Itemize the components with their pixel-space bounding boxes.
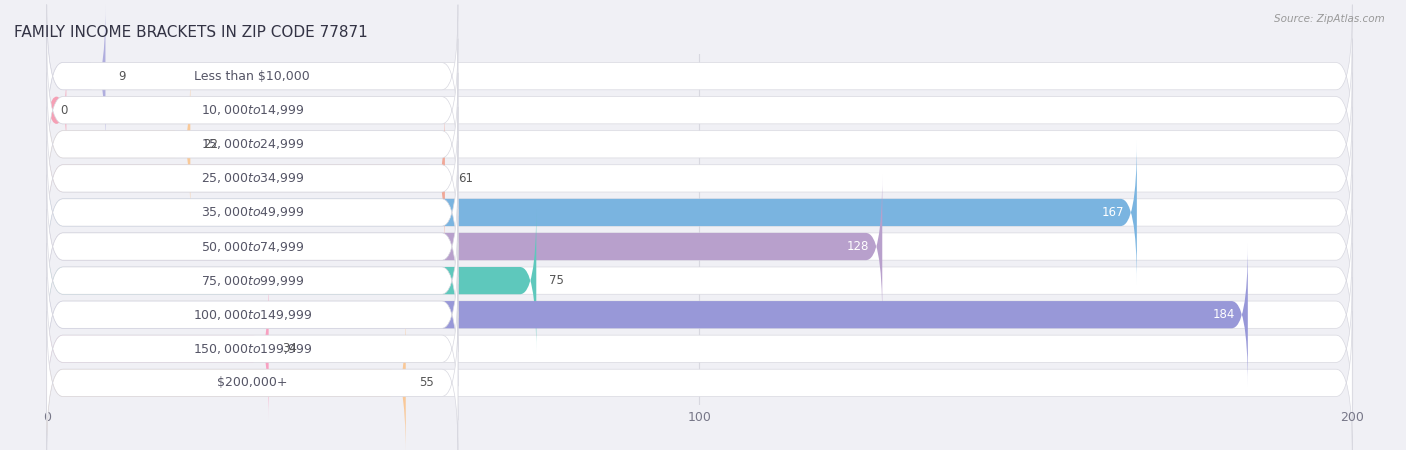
FancyBboxPatch shape — [46, 141, 1137, 284]
Text: 34: 34 — [281, 342, 297, 355]
FancyBboxPatch shape — [46, 243, 458, 386]
Text: $50,000 to $74,999: $50,000 to $74,999 — [201, 239, 304, 253]
Text: $25,000 to $34,999: $25,000 to $34,999 — [201, 171, 304, 185]
Text: 128: 128 — [846, 240, 869, 253]
FancyBboxPatch shape — [46, 311, 458, 450]
FancyBboxPatch shape — [46, 243, 1353, 386]
Text: $10,000 to $14,999: $10,000 to $14,999 — [201, 103, 304, 117]
Text: 61: 61 — [458, 172, 472, 185]
FancyBboxPatch shape — [46, 209, 458, 352]
FancyBboxPatch shape — [46, 175, 883, 318]
FancyBboxPatch shape — [46, 73, 190, 216]
Text: 0: 0 — [60, 104, 67, 117]
FancyBboxPatch shape — [46, 175, 1353, 318]
Text: Less than $10,000: Less than $10,000 — [194, 70, 311, 83]
FancyBboxPatch shape — [46, 141, 1353, 284]
Text: $150,000 to $199,999: $150,000 to $199,999 — [193, 342, 312, 356]
Text: $35,000 to $49,999: $35,000 to $49,999 — [201, 206, 304, 220]
Text: $100,000 to $149,999: $100,000 to $149,999 — [193, 308, 312, 322]
FancyBboxPatch shape — [46, 107, 1353, 250]
FancyBboxPatch shape — [46, 141, 458, 284]
FancyBboxPatch shape — [46, 277, 269, 420]
Text: $200,000+: $200,000+ — [217, 376, 288, 389]
FancyBboxPatch shape — [46, 73, 66, 148]
FancyBboxPatch shape — [46, 243, 1249, 386]
FancyBboxPatch shape — [46, 4, 1353, 148]
Text: Source: ZipAtlas.com: Source: ZipAtlas.com — [1274, 14, 1385, 23]
FancyBboxPatch shape — [46, 277, 458, 420]
FancyBboxPatch shape — [46, 73, 1353, 216]
FancyBboxPatch shape — [46, 107, 444, 250]
FancyBboxPatch shape — [46, 4, 458, 148]
FancyBboxPatch shape — [46, 311, 406, 450]
Text: 167: 167 — [1101, 206, 1123, 219]
FancyBboxPatch shape — [46, 39, 458, 182]
FancyBboxPatch shape — [46, 175, 458, 318]
Text: 22: 22 — [204, 138, 218, 151]
Text: 75: 75 — [550, 274, 564, 287]
FancyBboxPatch shape — [46, 39, 1353, 182]
Text: FAMILY INCOME BRACKETS IN ZIP CODE 77871: FAMILY INCOME BRACKETS IN ZIP CODE 77871 — [14, 25, 368, 40]
Text: $75,000 to $99,999: $75,000 to $99,999 — [201, 274, 304, 288]
FancyBboxPatch shape — [46, 277, 1353, 420]
Text: 55: 55 — [419, 376, 433, 389]
FancyBboxPatch shape — [46, 4, 105, 148]
Text: 184: 184 — [1212, 308, 1234, 321]
Text: $15,000 to $24,999: $15,000 to $24,999 — [201, 137, 304, 151]
FancyBboxPatch shape — [46, 107, 458, 250]
Text: 9: 9 — [118, 70, 127, 83]
FancyBboxPatch shape — [46, 209, 536, 352]
FancyBboxPatch shape — [46, 73, 458, 216]
FancyBboxPatch shape — [46, 209, 1353, 352]
FancyBboxPatch shape — [46, 311, 1353, 450]
